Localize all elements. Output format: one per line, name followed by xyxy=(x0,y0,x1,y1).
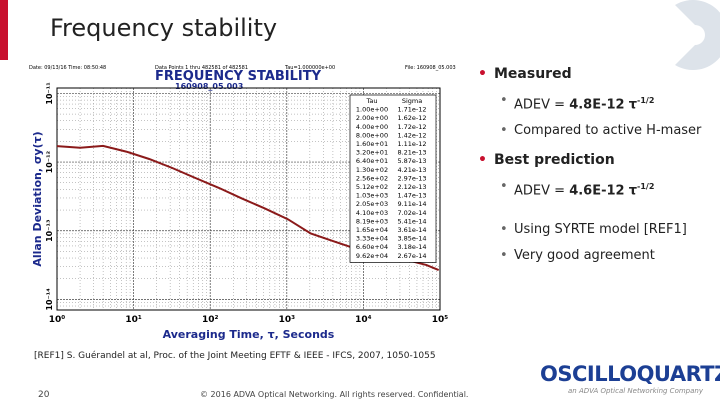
table-cell: 5.87e-13 xyxy=(397,157,426,165)
plot-title: FREQUENCY STABILITY xyxy=(155,69,322,84)
adev-symbol: τ xyxy=(628,97,638,113)
bullet: Measured xyxy=(478,66,714,82)
table-cell: 9.62e+04 xyxy=(356,252,388,260)
table-cell: 4.00e+00 xyxy=(356,123,388,131)
x-tick-label: 10² xyxy=(202,315,219,325)
header-file: File: 160908_05.003 xyxy=(405,65,456,71)
table-cell: 8.21e-13 xyxy=(397,149,426,157)
x-tick-label: 10⁴ xyxy=(355,315,372,325)
table-cell: 1.47e-13 xyxy=(397,192,426,200)
plot-frame xyxy=(56,87,441,311)
deco-shape xyxy=(675,0,720,70)
table-cell: 2.97e-13 xyxy=(397,174,426,182)
table-cell: 1.03e+03 xyxy=(356,192,388,200)
adev-exponent: -1/2 xyxy=(637,96,655,105)
table-cell: 1.62e-12 xyxy=(397,114,426,122)
header-date: Date: 09/13/16 Time: 08:50:48 xyxy=(29,65,106,71)
header-tau: Tau=1.000000e+00 xyxy=(284,65,335,71)
table-cell: 6.40e+01 xyxy=(356,157,388,165)
table-cell: 1.60e+01 xyxy=(356,140,388,148)
table-cell: 3.85e-14 xyxy=(397,235,426,243)
sub-bullet: Very good agreement xyxy=(500,247,714,265)
x-tick-label: 10³ xyxy=(279,315,296,325)
table-cell: 5.12e+02 xyxy=(356,183,388,191)
table-header: Sigma xyxy=(402,97,422,105)
table-cell: 1.71e-12 xyxy=(397,106,426,114)
adev-value: 4.6E-12 xyxy=(569,183,625,199)
slide-title: Frequency stability xyxy=(50,14,278,42)
table-cell: 1.11e-12 xyxy=(397,140,426,148)
page-number: 20 xyxy=(38,390,50,400)
table-cell: 3.33e+04 xyxy=(356,235,388,243)
data-table xyxy=(349,94,437,263)
table-cell: 2.56e+02 xyxy=(356,174,388,182)
table-cell: 1.42e-12 xyxy=(397,131,426,139)
x-axis-label: Averaging Time, τ, Seconds xyxy=(163,328,335,341)
adev-prefix: ADEV = xyxy=(514,97,566,113)
x-tick-label: 10⁵ xyxy=(432,315,449,325)
y-tick-label: 10⁻¹² xyxy=(45,150,54,173)
table-cell: 1.30e+02 xyxy=(356,166,388,174)
table-cell: 3.61e-14 xyxy=(397,226,426,234)
y-tick-label: 10⁻¹³ xyxy=(45,219,54,242)
table-cell: 4.10e+03 xyxy=(356,209,388,217)
y-tick-label: 10⁻¹¹ xyxy=(45,82,54,105)
accent-bar xyxy=(0,0,8,60)
table-cell: 1.72e-12 xyxy=(397,123,426,131)
adev-exponent: -1/2 xyxy=(637,182,655,192)
footnote: [REF1] S. Guérandel at al, Proc. of the … xyxy=(34,351,436,361)
logo-tagline: an ADVA Optical Networking Company xyxy=(568,387,703,395)
table-cell: 6.60e+04 xyxy=(356,243,388,251)
table-cell: 5.41e-14 xyxy=(397,217,426,225)
sub-bullet: Compared to active H-maser xyxy=(500,122,714,140)
adev-value: 4.8E-12 xyxy=(569,97,625,113)
sub-bullet: ADEV = 4.6E-12 τ-1/2 xyxy=(500,178,714,200)
x-tick-label: 10¹ xyxy=(125,315,142,325)
table-cell: 3.18e-14 xyxy=(397,243,426,251)
table-cell: 4.21e-13 xyxy=(397,166,426,174)
copyright: © 2016 ADVA Optical Networking. All righ… xyxy=(200,390,469,399)
plot: Date: 09/13/16 Time: 08:50:48 Data Points… xyxy=(25,62,465,344)
adev-symbol: τ xyxy=(628,183,638,199)
table-cell: 2.12e-13 xyxy=(397,183,426,191)
logo-name: OSCILLOQUARTZ xyxy=(540,362,720,386)
bullet: Best prediction xyxy=(478,152,714,168)
table-cell: 7.02e-14 xyxy=(397,209,426,217)
table-header: Tau xyxy=(366,97,378,105)
sub-bullet: Using SYRTE model [REF1] xyxy=(500,221,714,239)
table-cell: 9.11e-14 xyxy=(397,200,426,208)
y-tick-label: 10⁻¹⁴ xyxy=(45,288,54,311)
x-tick-label: 10⁰ xyxy=(49,315,66,325)
table-cell: 2.05e+03 xyxy=(356,200,388,208)
sub-bullet: ADEV = 4.8E-12 τ-1/2 xyxy=(500,92,714,114)
table-cell: 8.19e+03 xyxy=(356,217,388,225)
table-cell: 2.00e+00 xyxy=(356,114,388,122)
table-cell: 1.65e+04 xyxy=(356,226,388,234)
adev-prefix: ADEV = xyxy=(514,183,566,199)
header-points: Data Points 1 thru 482581 of 482581 xyxy=(155,65,248,71)
table-cell: 3.20e+01 xyxy=(356,149,388,157)
plot-subtitle: 160908_05.003 xyxy=(175,82,243,91)
table-cell: 2.67e-14 xyxy=(397,252,426,260)
y-axis-label: Allan Deviation, σy(τ) xyxy=(31,131,44,266)
table-cell: 8.00e+00 xyxy=(356,131,388,139)
bullets: MeasuredADEV = 4.8E-12 τ-1/2Compared to … xyxy=(478,66,714,277)
table-cell: 1.00e+00 xyxy=(356,106,388,114)
